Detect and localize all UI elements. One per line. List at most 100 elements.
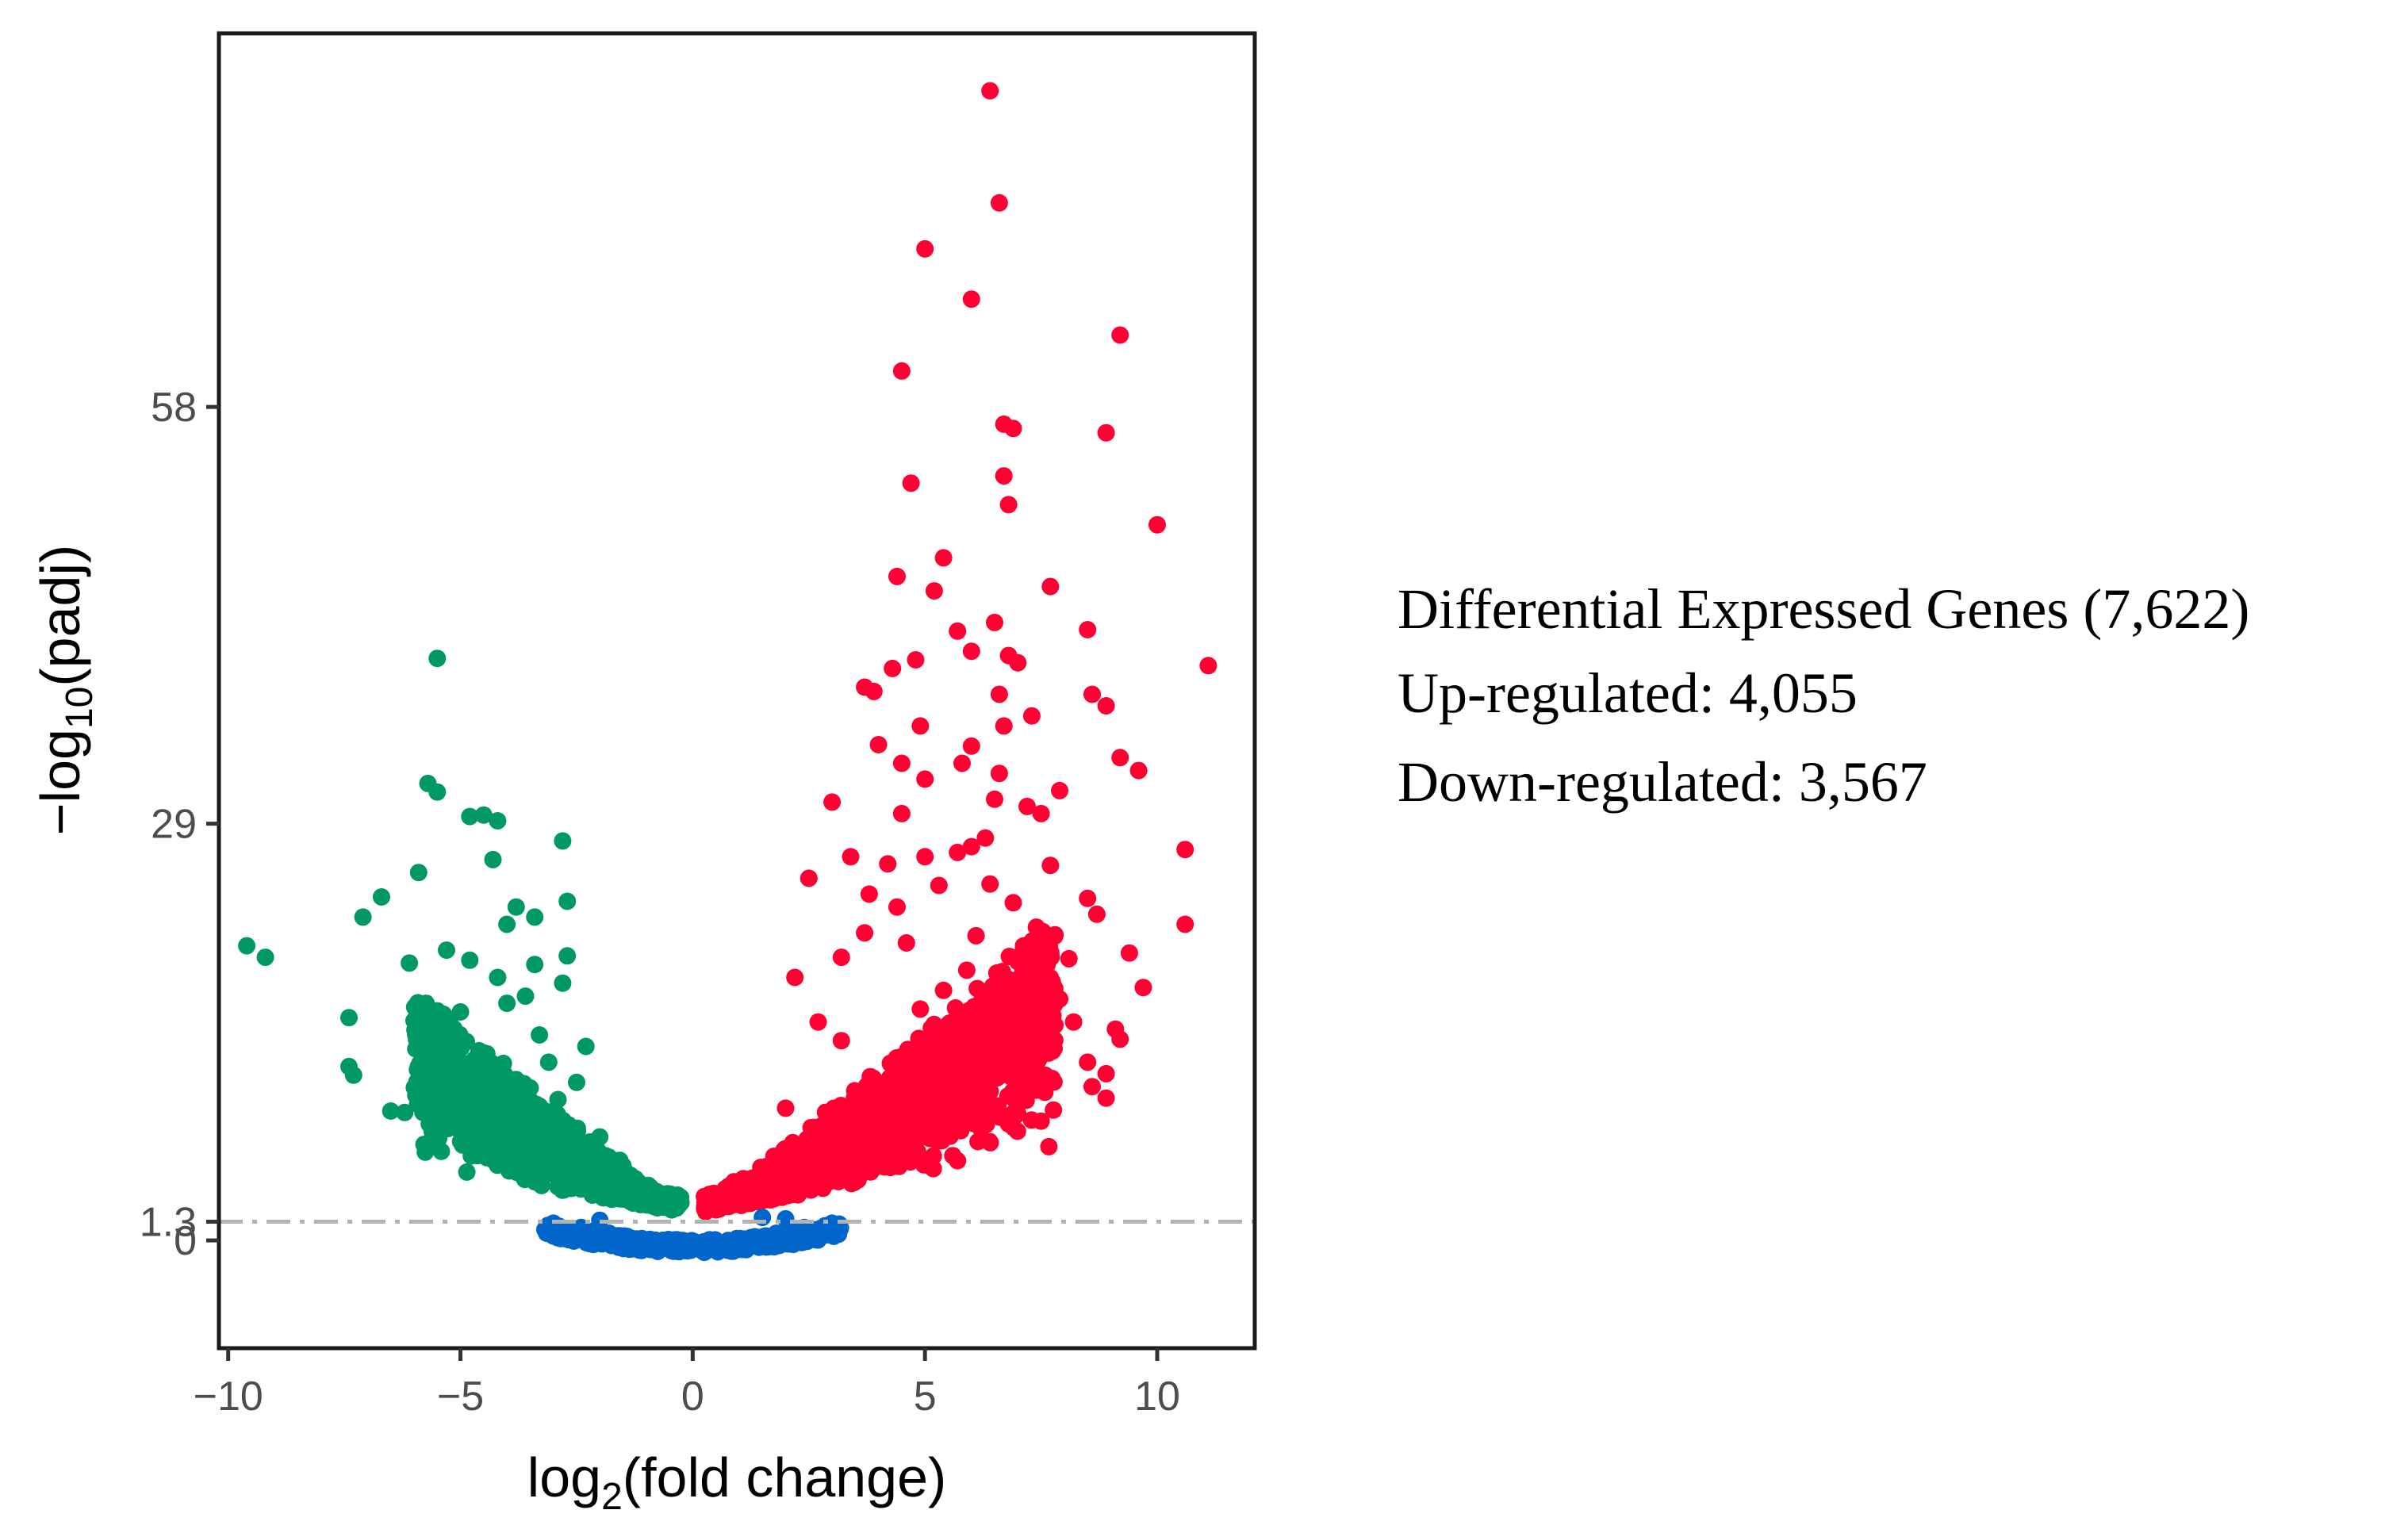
data-point-up-regulated	[990, 685, 1008, 703]
data-point	[649, 1189, 667, 1207]
data-point-up-regulated	[1176, 915, 1194, 933]
data-point	[443, 1066, 461, 1084]
legend-up-label: Up-regulated:	[1398, 661, 1729, 725]
data-point-down-regulated	[507, 898, 525, 916]
data-point-up-regulated	[856, 924, 874, 942]
data-point-not-significant	[628, 1230, 646, 1248]
data-point-up-regulated	[1041, 577, 1060, 596]
x-tick-label: 10	[1134, 1374, 1180, 1420]
data-point-down-regulated	[461, 951, 479, 969]
data-point	[458, 1033, 475, 1051]
data-point-not-significant	[600, 1224, 618, 1242]
data-point	[447, 1119, 466, 1137]
data-point-up-regulated	[962, 290, 980, 308]
data-point-down-regulated	[558, 947, 577, 965]
data-point	[936, 1128, 954, 1146]
data-point	[1040, 1137, 1058, 1155]
data-point	[451, 1132, 470, 1151]
data-point-down-regulated	[484, 850, 502, 868]
data-point	[845, 1136, 863, 1155]
data-point	[428, 1002, 447, 1020]
data-point-down-regulated	[414, 1011, 432, 1029]
data-point	[529, 1158, 547, 1176]
y-axis: 01.3 29 58	[140, 385, 219, 1264]
data-point	[420, 1089, 438, 1107]
data-point-up-regulated	[1129, 761, 1148, 780]
data-point	[1044, 928, 1062, 946]
data-point	[822, 1148, 841, 1167]
data-point	[458, 1063, 477, 1081]
data-point	[1007, 991, 1025, 1009]
data-points-layer	[238, 82, 1217, 1255]
data-point-down-regulated	[498, 915, 516, 933]
data-point	[782, 1182, 800, 1201]
data-point	[920, 1157, 938, 1175]
data-point-down-regulated	[474, 806, 493, 824]
data-point	[799, 1131, 818, 1149]
data-point-down-regulated	[526, 956, 544, 974]
data-point	[979, 1013, 997, 1031]
data-point	[861, 1144, 880, 1163]
data-point	[896, 1131, 915, 1149]
data-point	[562, 1171, 581, 1189]
data-point-up-regulated	[930, 876, 948, 895]
data-point	[913, 1127, 930, 1145]
data-point-down-regulated	[512, 1079, 530, 1097]
data-point	[496, 1066, 514, 1084]
data-point-up-regulated	[1176, 841, 1194, 859]
data-point-up-regulated	[879, 855, 897, 873]
data-point-down-regulated	[238, 937, 256, 955]
legend-up-regulated: Up-regulated: 4,055	[1398, 661, 1858, 725]
y-tick-label: 0	[174, 1218, 197, 1264]
x-tick-label: −5	[437, 1374, 484, 1420]
data-point-down-regulated	[489, 812, 507, 830]
data-point-up-regulated	[953, 1096, 971, 1114]
plot-border	[217, 31, 1257, 1351]
legend: Differential Expressed Genes (7,622) Up-…	[1398, 577, 2249, 814]
data-point	[978, 991, 995, 1010]
data-point-up-regulated	[1041, 856, 1060, 875]
legend-down-count: 3,567	[1799, 750, 1927, 814]
data-point-down-regulated	[558, 892, 577, 910]
data-point	[799, 1171, 817, 1190]
data-point-up-regulated	[1083, 1078, 1101, 1096]
data-point-up-regulated	[902, 474, 920, 492]
data-point-down-regulated	[591, 1128, 609, 1146]
data-point-down-regulated	[451, 1083, 470, 1102]
data-point	[923, 1031, 941, 1049]
data-point-down-regulated	[572, 1152, 590, 1171]
data-point-not-significant	[739, 1230, 757, 1248]
data-point	[899, 1040, 917, 1059]
data-point-up-regulated	[897, 934, 915, 952]
data-point-down-regulated	[424, 1117, 442, 1135]
data-point-up-regulated	[1064, 1013, 1083, 1031]
data-point	[886, 1056, 904, 1075]
data-point	[880, 1105, 898, 1123]
data-point-up-regulated	[949, 843, 967, 861]
data-point-down-regulated	[531, 1026, 549, 1044]
data-point	[1029, 1072, 1047, 1090]
data-point-up-regulated	[776, 1099, 795, 1117]
y-tick-label: 1.3	[140, 1200, 197, 1246]
data-point-down-regulated	[507, 1145, 525, 1163]
data-point	[895, 1152, 913, 1171]
y-axis-title-rest: (padj)	[29, 545, 91, 687]
data-point-up-regulated	[916, 848, 934, 866]
data-point-up-regulated	[1009, 653, 1027, 672]
data-point-up-regulated	[916, 240, 934, 258]
data-point-up-regulated	[967, 926, 985, 945]
data-point-up-regulated	[981, 875, 999, 893]
data-point-up-regulated	[1051, 990, 1068, 1008]
data-point	[746, 1186, 765, 1205]
y-tick-label: 29	[151, 802, 197, 848]
data-point	[953, 1063, 971, 1081]
data-point-down-regulated	[354, 908, 372, 926]
data-point-down-regulated	[433, 1046, 451, 1064]
data-point	[775, 1141, 793, 1159]
data-point-up-regulated	[1032, 804, 1050, 822]
data-point-down-regulated	[256, 948, 274, 967]
data-point-down-regulated	[568, 1073, 585, 1091]
data-point-up-regulated	[999, 1010, 1018, 1028]
data-point-up-regulated	[949, 622, 967, 640]
data-point-up-regulated	[995, 467, 1013, 485]
